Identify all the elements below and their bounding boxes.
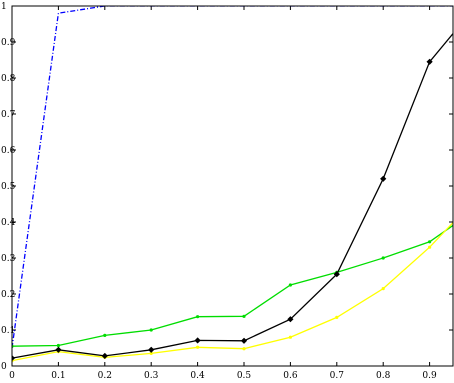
x-tick-label: 0.4 — [190, 371, 205, 381]
x-tick-label: 0.1 — [51, 371, 65, 381]
series-1-point — [242, 314, 246, 318]
y-tick-label: 0.7 — [1, 110, 16, 120]
y-tick-label: 1 — [1, 2, 7, 12]
series-3-point — [194, 337, 201, 344]
series-1-point — [149, 328, 153, 332]
series-3-point — [55, 346, 62, 353]
series-2-point — [381, 287, 385, 291]
series-1-point — [56, 343, 61, 348]
y-tick-label: 0.8 — [1, 74, 16, 84]
series-3-point — [426, 58, 433, 65]
series-line-3 — [12, 32, 453, 359]
series-line-0 — [12, 6, 453, 349]
y-tick-label: 0.3 — [1, 254, 16, 264]
y-tick-label: 0 — [1, 362, 7, 372]
series-2-point — [288, 335, 292, 339]
series-3-point — [148, 346, 155, 353]
series-1-point — [288, 283, 292, 287]
series-1-point — [428, 240, 432, 244]
series-2-point — [196, 345, 200, 349]
series-3-point — [333, 271, 340, 278]
x-tick-label: 0.7 — [330, 371, 345, 381]
series-1-point — [196, 315, 200, 319]
series-3-point — [101, 352, 108, 360]
series-3-point — [287, 316, 294, 323]
y-tick-label: 0.4 — [1, 218, 16, 228]
series-line-2 — [12, 221, 453, 362]
x-tick-label: 0 — [9, 371, 15, 381]
series-2-point — [242, 347, 246, 351]
y-tick-label: 0.1 — [1, 326, 15, 336]
series-1-point — [381, 256, 385, 260]
series-layer — [12, 6, 453, 363]
x-tick-label: 0.8 — [376, 371, 391, 381]
x-tick-label: 0.3 — [144, 371, 159, 381]
tick-labels: 0 0.1 0.2 0.3 0.4 0.5 0.6 0.7 0.8 0.9 1 0 0.1 0.2 0.3 0… — [1, 2, 437, 381]
y-tick-label: 0.6 — [1, 146, 16, 156]
series-3-point — [12, 354, 16, 362]
y-tick-label: 0.2 — [1, 290, 15, 300]
series-3-point — [240, 337, 248, 344]
x-tick-label: 0.9 — [422, 371, 437, 381]
y-tick-label: 0.9 — [1, 38, 16, 48]
series-2-point — [149, 351, 153, 355]
series-3-point — [380, 175, 387, 182]
x-tick-label: 0.5 — [237, 371, 252, 381]
series-2-point — [335, 315, 339, 319]
series-2-point — [428, 245, 432, 249]
axis-ticks — [11, 5, 453, 367]
x-tick-label: 0.2 — [98, 371, 112, 381]
y-tick-label: 0.5 — [1, 182, 16, 192]
series-1-point — [103, 333, 107, 337]
x-tick-label: 0.6 — [283, 371, 298, 381]
series-line-1 — [12, 224, 453, 347]
plot-frame — [11, 5, 454, 367]
